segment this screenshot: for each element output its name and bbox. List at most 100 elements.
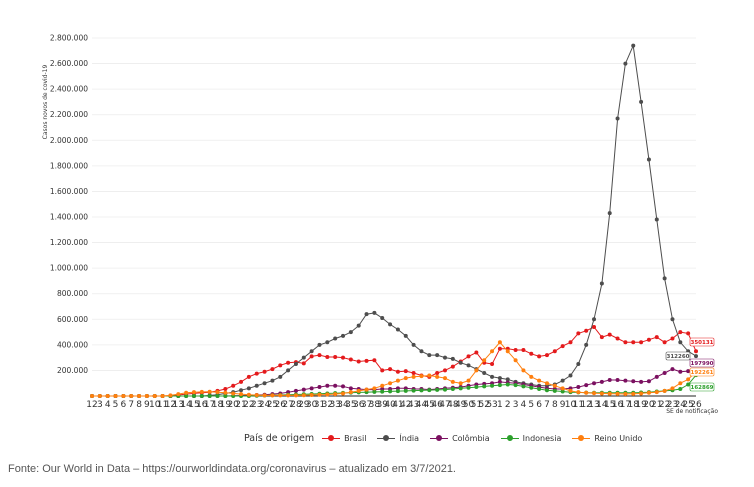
- data-point: [686, 369, 691, 374]
- data-point: [301, 361, 306, 366]
- legend-title: País de origem: [244, 432, 315, 444]
- data-point: [293, 362, 298, 367]
- x-axis: 12 3 4 5 6 7 8 9 1011121314151617181920212223242…: [86, 395, 702, 410]
- data-point: [419, 388, 424, 393]
- y-tick-label: 1.000.000: [50, 264, 88, 273]
- data-point: [333, 336, 338, 341]
- data-point: [254, 371, 259, 376]
- data-point: [239, 379, 244, 384]
- x-tick-label: 9: [144, 400, 150, 410]
- data-point: [678, 340, 683, 345]
- end-label-brasil: 350131: [689, 337, 715, 347]
- series-line: [92, 341, 697, 397]
- data-point: [223, 390, 228, 395]
- data-point: [199, 389, 204, 394]
- y-tick-label: 2.400.000: [50, 85, 88, 94]
- data-point: [309, 392, 314, 397]
- data-point: [388, 381, 393, 386]
- x-tick-label: 28: [290, 400, 302, 410]
- x-tick-label: 10: [149, 400, 161, 410]
- x-tick-label: 27: [282, 400, 293, 410]
- end-label-box: [689, 358, 715, 368]
- x-tick-label: 16: [196, 400, 208, 410]
- data-point: [129, 394, 134, 398]
- data-point: [615, 116, 620, 121]
- data-point: [639, 391, 644, 396]
- x-tick-label: 25: [267, 400, 278, 410]
- data-point: [254, 393, 259, 398]
- x-tick-label: 20: [227, 400, 239, 410]
- data-point: [466, 354, 471, 359]
- data-point: [97, 394, 102, 398]
- data-point: [121, 394, 126, 398]
- data-point: [521, 347, 526, 352]
- data-point: [639, 379, 644, 384]
- data-point: [380, 316, 385, 321]
- data-point: [654, 390, 659, 395]
- data-point: [270, 367, 275, 372]
- data-point: [568, 388, 573, 393]
- data-point: [395, 389, 400, 394]
- data-point: [482, 358, 487, 363]
- data-point: [442, 368, 447, 373]
- chart: 200.000 400.000 600.000 800.000 1.000.000 1.2…: [42, 34, 718, 416]
- legend-label: Indonesia: [522, 433, 562, 443]
- x-tick-label: 43: [408, 400, 419, 410]
- x-tick-label: 15: [188, 400, 199, 410]
- data-point: [576, 385, 581, 390]
- x-tick-label: 7: [544, 400, 550, 410]
- data-point: [576, 331, 581, 336]
- series-line: [92, 368, 697, 397]
- data-point: [435, 353, 440, 358]
- data-point: [450, 386, 455, 391]
- data-point: [356, 388, 361, 393]
- x-tick-label: 14: [596, 400, 608, 410]
- data-point: [497, 383, 502, 388]
- end-label-india: 312260: [665, 351, 691, 361]
- x-tick-label: 4: [521, 400, 527, 410]
- data-point: [490, 349, 495, 354]
- data-point: [435, 387, 440, 392]
- data-point: [482, 384, 487, 389]
- data-point: [631, 340, 636, 345]
- x-tick-label: 32: [322, 400, 333, 410]
- x-tick-label: 34: [337, 400, 349, 410]
- end-label-box: [665, 351, 691, 361]
- x-tick-label: 40: [384, 400, 396, 410]
- x-tick-label: 37: [361, 400, 372, 410]
- data-point: [474, 350, 479, 355]
- data-point: [615, 336, 620, 341]
- data-point: [293, 393, 298, 398]
- data-point: [333, 392, 338, 397]
- x-tick-label: 33: [329, 400, 340, 410]
- data-point: [341, 384, 346, 389]
- data-point: [529, 351, 534, 356]
- data-point: [301, 387, 306, 392]
- data-point: [325, 392, 330, 397]
- data-point: [364, 358, 369, 363]
- data-point: [403, 369, 408, 374]
- data-point: [309, 386, 314, 391]
- end-label-box: [689, 382, 715, 392]
- x-tick-label: 12: [86, 400, 97, 410]
- data-point: [168, 393, 173, 398]
- data-point: [599, 379, 604, 384]
- data-point: [490, 374, 495, 379]
- data-point: [395, 369, 400, 374]
- data-point: [646, 390, 651, 395]
- x-tick-label: 26: [690, 400, 702, 410]
- data-point: [560, 389, 565, 394]
- data-point: [231, 383, 236, 388]
- x-tick-label: 41: [392, 400, 403, 410]
- data-point: [670, 336, 675, 341]
- data-point: [592, 324, 597, 329]
- y-tick-label: 2.000.000: [50, 136, 88, 145]
- data-point: [694, 349, 698, 354]
- data-point: [403, 388, 408, 393]
- data-point: [544, 381, 549, 386]
- x-tick-label: 10: [565, 400, 577, 410]
- data-point: [670, 317, 675, 322]
- y-tick-label: 2.200.000: [50, 110, 88, 119]
- data-point: [270, 393, 275, 398]
- data-point: [372, 386, 377, 391]
